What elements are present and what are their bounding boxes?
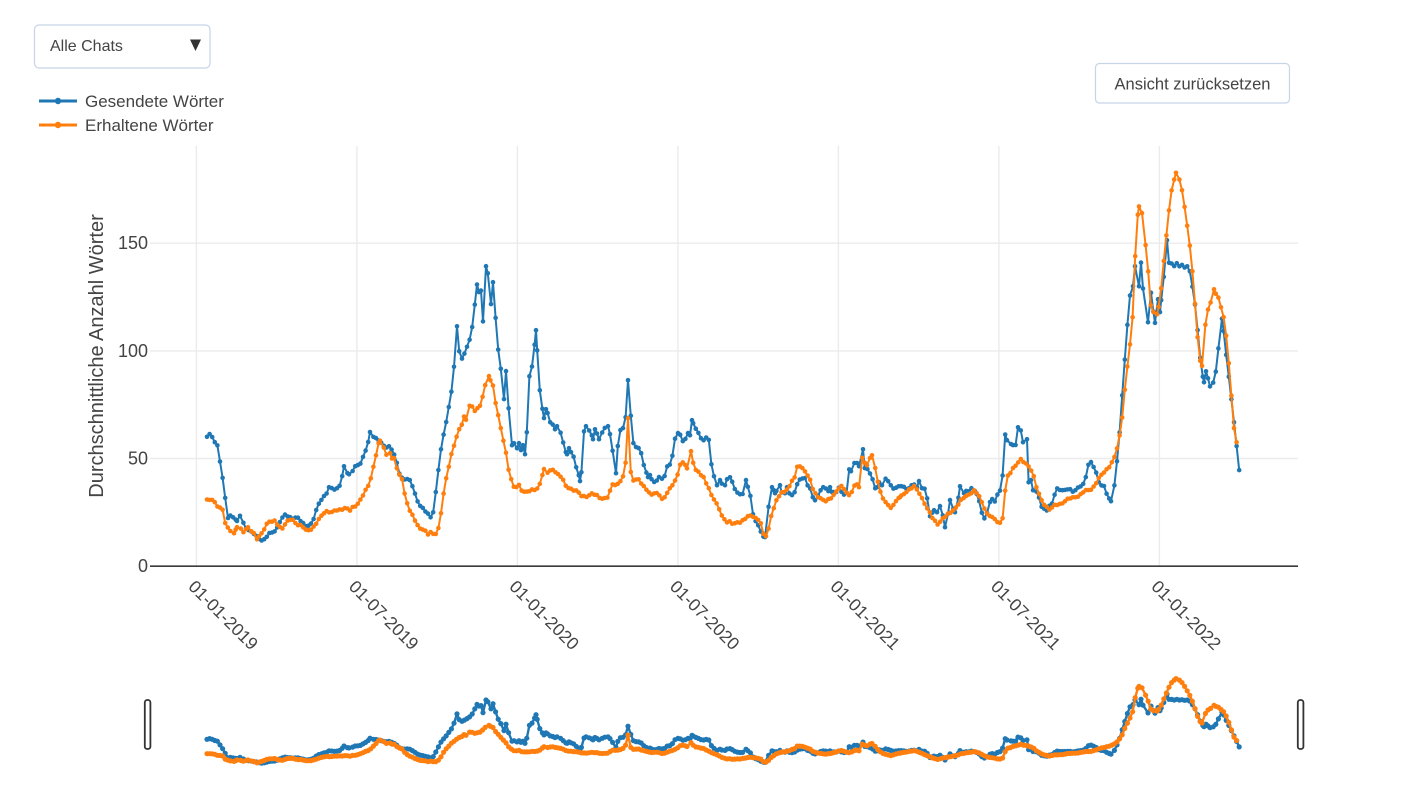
svg-text:50: 50 xyxy=(128,449,148,469)
svg-text:Durchschnittliche Anzahl Wörte: Durchschnittliche Anzahl Wörter xyxy=(86,214,108,498)
svg-text:Erhaltene Wörter: Erhaltene Wörter xyxy=(85,116,214,135)
svg-text:Alle Chats: Alle Chats xyxy=(50,38,123,55)
svg-text:100: 100 xyxy=(118,341,148,361)
svg-text:Ansicht zurücksetzen: Ansicht zurücksetzen xyxy=(1115,76,1271,94)
svg-text:150: 150 xyxy=(118,233,148,253)
svg-text:0: 0 xyxy=(138,556,148,576)
svg-text:Gesendete Wörter: Gesendete Wörter xyxy=(85,92,224,111)
